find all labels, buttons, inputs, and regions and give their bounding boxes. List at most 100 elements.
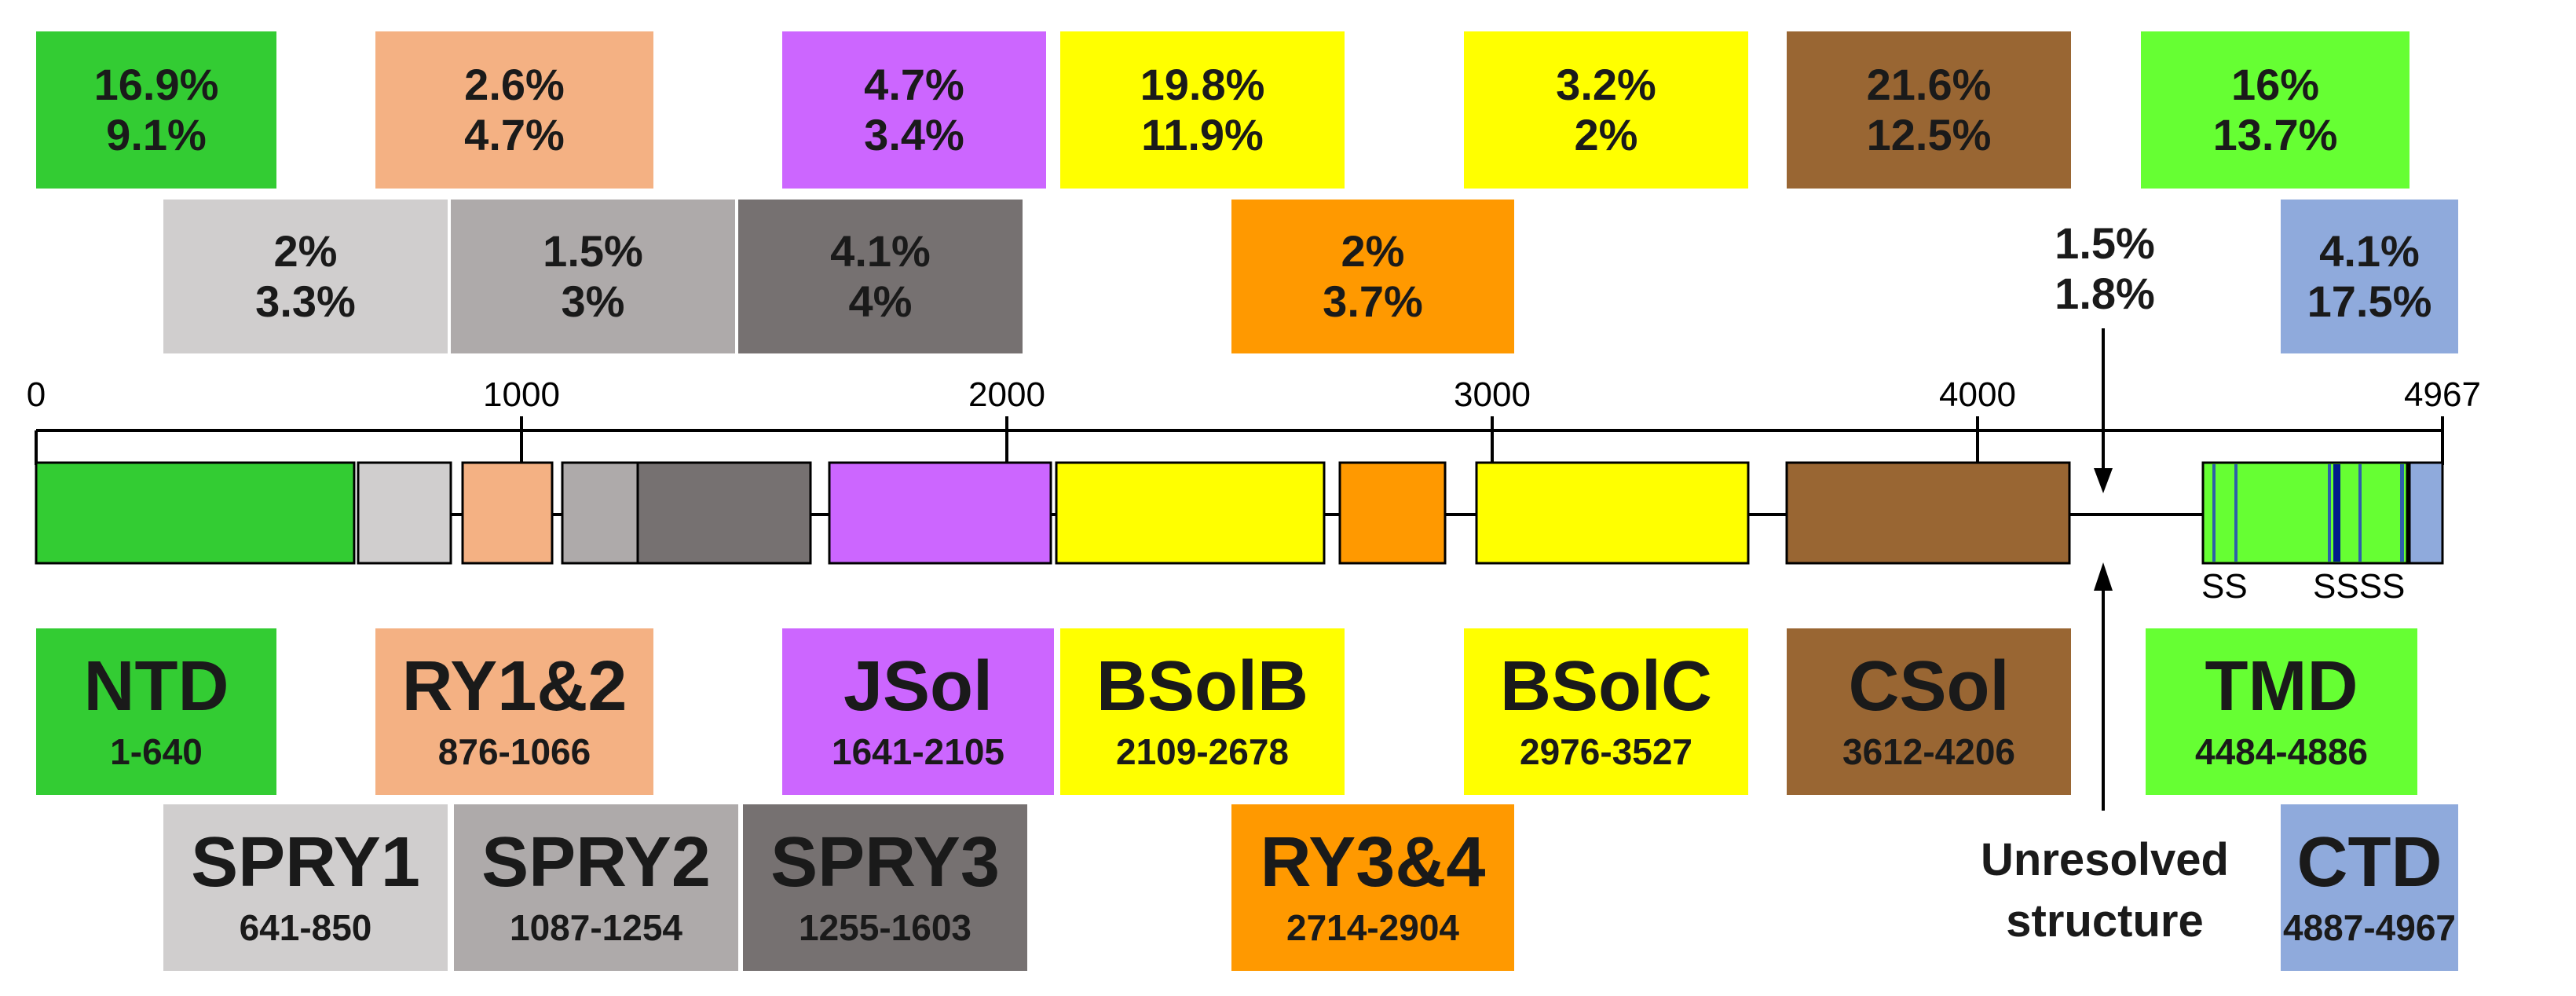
bar-NTD xyxy=(35,461,356,565)
pct-box-TMD: 16% 13.7% xyxy=(2141,31,2410,189)
name-box-CSol: CSol 3612-4206 xyxy=(1787,628,2071,795)
pct1-CSol: 21.6% xyxy=(1866,60,1992,109)
range-SPRY3: 1255-1603 xyxy=(799,907,971,948)
name-CTD: CTD xyxy=(2296,823,2442,902)
name-SPRY3: SPRY3 xyxy=(770,823,1000,902)
pct1-RY12: 2.6% xyxy=(464,60,565,109)
bar-CTD xyxy=(2408,461,2444,565)
domain-bars xyxy=(35,461,2444,565)
tick-label-0: 0 xyxy=(26,375,46,414)
name-box-RY34: RY3&4 2714-2904 xyxy=(1231,804,1514,971)
name-CSol: CSol xyxy=(1848,647,2010,726)
pct-box-SPRY1: 2% 3.3% xyxy=(163,200,448,353)
s-label-left: SS xyxy=(2201,567,2248,606)
pct1-SPRY2: 1.5% xyxy=(543,226,643,276)
pct-box-RY12: 2.6% 4.7% xyxy=(375,31,653,189)
pct-box-BSolB: 19.8% 11.9% xyxy=(1060,31,1345,189)
pct-box-JSol: 4.7% 3.4% xyxy=(782,31,1046,189)
bar-RY12 xyxy=(461,461,554,565)
name-RY34: RY3&4 xyxy=(1260,823,1486,902)
unresolved-label: Unresolved structure xyxy=(1948,829,2262,952)
pct-box-SPRY3: 4.1% 4% xyxy=(738,200,1023,353)
name-box-SPRY2: SPRY2 1087-1254 xyxy=(454,804,738,971)
bar-BSolB xyxy=(1055,461,1326,565)
pct2-CSol: 12.5% xyxy=(1866,110,1992,159)
name-box-CTD: CTD 4887-4967 xyxy=(2281,804,2458,971)
tick-label-1000: 1000 xyxy=(483,375,560,414)
bar-SPRY2 xyxy=(561,461,639,565)
pct1-NTD: 16.9% xyxy=(93,60,219,109)
name-box-NTD: NTD 1-640 xyxy=(36,628,276,795)
pct2-SPRY1: 3.3% xyxy=(255,276,356,326)
range-RY34: 2714-2904 xyxy=(1286,907,1459,948)
name-JSol: JSol xyxy=(843,647,993,726)
pct2-unresolved: 1.8% xyxy=(2055,269,2155,318)
bar-SPRY3 xyxy=(636,461,812,565)
ruler-axis xyxy=(35,416,2444,465)
helix-3 xyxy=(2328,464,2331,562)
helix-6 xyxy=(2400,464,2404,562)
name-TMD: TMD xyxy=(2205,647,2358,726)
bar-CSol xyxy=(1785,461,2071,565)
range-NTD: 1-640 xyxy=(110,731,203,772)
pct1-JSol: 4.7% xyxy=(864,60,964,109)
helix-4 xyxy=(2333,464,2340,562)
name-SPRY2: SPRY2 xyxy=(481,823,711,902)
pct2-JSol: 3.4% xyxy=(864,110,964,159)
range-CTD: 4887-4967 xyxy=(2283,907,2456,948)
helix-5 xyxy=(2358,464,2362,562)
pct2-SPRY3: 4% xyxy=(848,276,913,326)
pct2-RY12: 4.7% xyxy=(464,110,565,159)
bar-SPRY1 xyxy=(357,461,452,565)
tm-helices xyxy=(2212,464,2404,562)
unresolved-arrows xyxy=(2094,328,2113,811)
name-box-JSol: JSol 1641-2105 xyxy=(782,628,1054,795)
range-CSol: 3612-4206 xyxy=(1842,731,2015,772)
range-SPRY2: 1087-1254 xyxy=(510,907,682,948)
pct2-NTD: 9.1% xyxy=(106,110,207,159)
pct1-CTD: 4.1% xyxy=(2319,226,2420,276)
tick-label-4000: 4000 xyxy=(1939,375,2016,414)
pct-box-RY34: 2% 3.7% xyxy=(1231,200,1514,353)
pct-box-SPRY2: 1.5% 3% xyxy=(451,200,735,353)
range-RY12: 876-1066 xyxy=(437,731,591,772)
tick-label-4967: 4967 xyxy=(2404,375,2481,414)
helix-2 xyxy=(2234,464,2238,562)
s-label-right: SSSS xyxy=(2313,567,2406,606)
tick-label-2000: 2000 xyxy=(968,375,1045,414)
name-BSolB: BSolB xyxy=(1096,647,1308,726)
pct2-CTD: 17.5% xyxy=(2307,276,2432,326)
pct2-TMD: 13.7% xyxy=(2212,110,2338,159)
name-SPRY1: SPRY1 xyxy=(191,823,420,902)
pct1-SPRY3: 4.1% xyxy=(830,226,931,276)
pct2-RY34: 3.7% xyxy=(1323,276,1423,326)
unresolved-label-line1: Unresolved xyxy=(1981,834,2229,885)
range-BSolC: 2976-3527 xyxy=(1520,731,1692,772)
helix-1 xyxy=(2212,464,2216,562)
name-box-SPRY3: SPRY3 1255-1603 xyxy=(743,804,1027,971)
pct1-SPRY1: 2% xyxy=(273,226,338,276)
name-box-SPRY1: SPRY1 641-850 xyxy=(163,804,448,971)
pct1-RY34: 2% xyxy=(1341,226,1405,276)
pct1-BSolB: 19.8% xyxy=(1140,60,1265,109)
bar-JSol xyxy=(828,461,1052,565)
range-BSolB: 2109-2678 xyxy=(1116,731,1289,772)
pct-box-CSol: 21.6% 12.5% xyxy=(1787,31,2071,189)
name-BSolC: BSolC xyxy=(1500,647,1712,726)
pct-box-unresolved: 1.5% 1.8% xyxy=(1987,218,2223,319)
name-box-RY12: RY1&2 876-1066 xyxy=(375,628,653,795)
bar-RY34 xyxy=(1338,461,1447,565)
name-RY12: RY1&2 xyxy=(401,647,628,726)
name-box-BSolB: BSolB 2109-2678 xyxy=(1060,628,1345,795)
pct1-TMD: 16% xyxy=(2230,60,2320,109)
pct1-unresolved: 1.5% xyxy=(2055,218,2155,268)
bar-TMD xyxy=(2201,461,2409,565)
pct-box-BSolC: 3.2% 2% xyxy=(1464,31,1748,189)
unresolved-label-line2: structure xyxy=(2006,895,2204,947)
tick-label-3000: 3000 xyxy=(1454,375,1531,414)
pct1-BSolC: 3.2% xyxy=(1556,60,1656,109)
name-NTD: NTD xyxy=(83,647,229,726)
name-box-BSolC: BSolC 2976-3527 xyxy=(1464,628,1748,795)
range-TMD: 4484-4886 xyxy=(2195,731,2368,772)
